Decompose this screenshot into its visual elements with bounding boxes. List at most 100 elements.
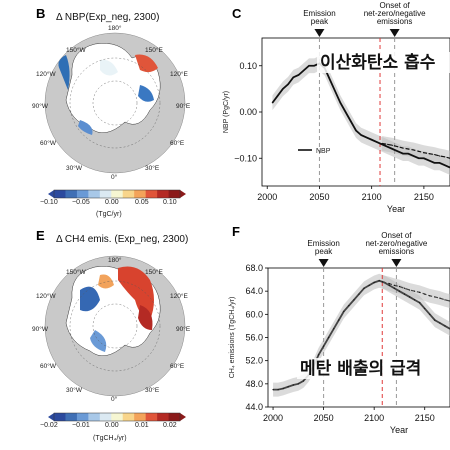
series-0-point (323, 345, 325, 347)
map-b-lab-l1: 150°W (66, 46, 86, 54)
series-0-point (355, 129, 357, 132)
series-0-point (407, 153, 409, 155)
colorbar-right-arrow (180, 413, 186, 421)
series-1-point (403, 287, 406, 289)
annotation-1-line: Onset of (381, 231, 412, 240)
x-tick-label: 2050 (314, 413, 334, 423)
overlay-text: 이산화탄소 흡수 (320, 52, 436, 73)
series-0-point (350, 120, 352, 122)
series-1-point (423, 152, 425, 154)
cbar-e-unit: (TgCH₄/yr) (93, 435, 127, 442)
y-axis-label: NBP (PgC/yr) (223, 91, 230, 133)
series-0-point (414, 299, 416, 301)
series-0-point (313, 65, 315, 67)
cbar-b-tick-1: −0.05 (72, 199, 90, 206)
series-1-line (382, 142, 450, 159)
series-1-point (444, 156, 446, 158)
colorbar-swatch (122, 190, 135, 198)
series-0-point (386, 146, 388, 148)
colorbar-swatch (122, 413, 135, 421)
series-1-point (438, 155, 441, 157)
y-tick-label: 56.0 (245, 333, 263, 343)
y-tick-label: 52.0 (245, 356, 263, 366)
x-tick-label: 2150 (414, 192, 434, 202)
colorbar-swatch (54, 413, 66, 421)
panel-e-colorbar (48, 412, 186, 422)
series-0-point (393, 287, 395, 289)
colorbar-swatch (76, 190, 89, 198)
y-tick-label: 0.10 (239, 61, 257, 71)
colorbar-left-arrow (48, 413, 54, 421)
series-1-line (382, 281, 450, 302)
series-0-point (429, 313, 431, 315)
map-e-lab-l5: 30°W (66, 386, 83, 394)
map-e-lab-bottom: 0° (111, 395, 118, 403)
x-tick-label: 2000 (257, 192, 277, 202)
x-axis-label: Year (390, 425, 408, 435)
series-1-band (382, 136, 450, 166)
series-0-point (376, 141, 378, 143)
map-b-lab-r5: 30°E (145, 164, 160, 172)
series-1-point (433, 153, 435, 156)
cbar-b-tick-2: 0.00 (105, 199, 119, 206)
series-0-point (271, 102, 274, 104)
series-0-point (419, 302, 421, 304)
colorbar-swatch (88, 190, 101, 198)
series-0-point (433, 162, 435, 164)
series-0-point (302, 380, 304, 382)
y-tick-label: 64.0 (245, 286, 263, 296)
series-0-point (282, 88, 284, 90)
series-0-point (348, 305, 350, 307)
series-0-point (277, 95, 279, 97)
annotation-1-line: emissions (379, 247, 415, 256)
x-tick-label: 2050 (309, 192, 329, 202)
y-tick-label: 48.0 (245, 379, 263, 389)
series-0-point (391, 148, 394, 150)
cbar-e-tick-3: 0.01 (135, 422, 149, 429)
series-0-point (444, 164, 446, 166)
series-0-point (333, 328, 335, 330)
panel-e-letter: E (36, 228, 45, 243)
series-0-point (360, 134, 362, 136)
cbar-e-tick-4: 0.02 (163, 422, 177, 429)
series-1-point (429, 295, 431, 297)
series-0-band (273, 273, 450, 397)
x-axis-label: Year (387, 204, 405, 214)
colorbar-swatch (111, 413, 124, 421)
series-0-point (353, 299, 355, 301)
colorbar-swatch (65, 413, 78, 421)
series-1-point (393, 284, 395, 286)
panel-e-title: Δ CH4 emis. (Exp_neg, 2300) (56, 234, 188, 245)
x-tick-label: 2000 (263, 413, 283, 423)
panel-b-title: Δ NBP(Exp_neg, 2300) (56, 12, 159, 23)
y-tick-label: 44.0 (245, 402, 263, 412)
series-1-point (397, 146, 399, 148)
x-tick-label: 2100 (362, 192, 382, 202)
series-1-point (428, 153, 430, 155)
annotation-0-line: peak (311, 17, 329, 26)
colorbar-swatch (99, 413, 112, 421)
series-0-point (378, 280, 380, 282)
colorbar-swatch (168, 413, 181, 421)
series-1-point (388, 283, 390, 285)
series-0-point (358, 293, 360, 295)
series-1-point (434, 296, 436, 298)
map-b-lab-top: 180° (108, 24, 122, 32)
series-1-point (407, 148, 409, 150)
chart-f: 2000 2050 2100 2150 68.0 64.0 60.0 56.0 52.0 48.0… (229, 231, 450, 435)
series-0-point (277, 389, 279, 391)
annotation-1-marker (391, 259, 402, 267)
map-e-lab-r1: 150°E (145, 268, 163, 276)
colorbar-frame (53, 412, 181, 422)
map-b-lab-l4: 60°W (40, 139, 57, 147)
colorbar-swatch (157, 190, 169, 198)
colorbar-swatch (145, 413, 158, 421)
annotation-0-line: Emission (307, 239, 339, 248)
series-0-point (287, 386, 289, 388)
map-e-lab-l1: 150°W (66, 268, 86, 276)
colorbar-swatch (65, 190, 78, 198)
series-0-point (297, 74, 300, 76)
series-0-point (272, 389, 274, 391)
chart-c: 2000 2050 2100 2150 0.10 0.00 −0.10 Year NBP (Pg… (223, 1, 450, 214)
map-b-lab-r4: 60°E (170, 139, 185, 147)
